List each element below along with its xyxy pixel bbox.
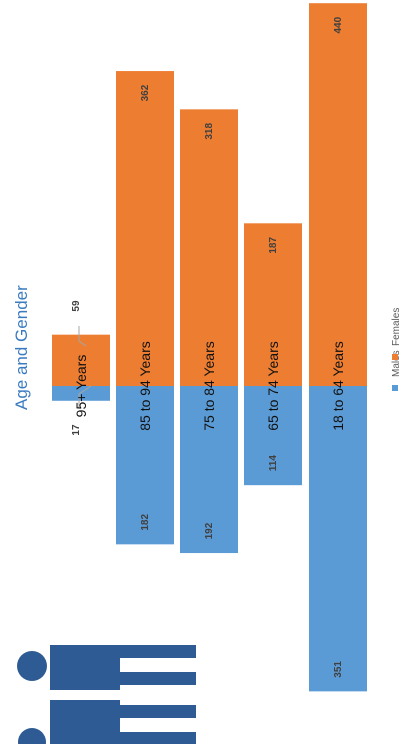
bars-layer	[52, 3, 367, 692]
bar-males-18-to-64-years	[309, 386, 367, 692]
bar-females-95-years	[52, 334, 110, 386]
value-label-females-18-to-64-years: 440	[333, 16, 344, 33]
category-label-18-to-64-years: 18 to 64 Years	[330, 341, 346, 431]
bar-males-95-years	[52, 386, 110, 401]
value-label-males-75-to-84-years: 192	[204, 522, 215, 539]
legend-label-males: Males	[391, 350, 402, 377]
category-label-75-to-84-years: 75 to 84 Years	[201, 341, 217, 431]
bar-males-85-to-94-years	[116, 386, 174, 545]
legend: Males Females	[391, 308, 402, 391]
legend-swatch-females	[392, 354, 398, 360]
labels-layer: 95+ Years 17 59 85 to 94 Years 182 362 75 to 8…	[71, 16, 346, 677]
category-label-65-to-74-years: 65 to 74 Years	[265, 341, 281, 431]
leader-lines	[78, 326, 92, 408]
people-silhouette-icon	[17, 645, 196, 744]
bar-males-75-to-84-years	[180, 386, 238, 554]
bar-females-75-to-84-years	[180, 109, 238, 386]
value-label-males-85-to-94-years: 182	[140, 514, 151, 531]
value-label-males-65-to-74-years: 114	[268, 455, 279, 472]
bar-females-85-to-94-years	[116, 71, 174, 386]
leader-line-females	[78, 326, 87, 347]
leader-line-males	[78, 385, 92, 408]
chart-title: Age and Gender	[12, 285, 31, 410]
value-label-females-65-to-74-years: 187	[268, 237, 279, 254]
bar-males-65-to-74-years	[244, 386, 302, 486]
bar-females-65-to-74-years	[244, 223, 302, 386]
value-label-females-85-to-94-years: 362	[140, 84, 151, 101]
value-label-males-95-years: 17	[71, 424, 82, 436]
legend-label-females: Females	[391, 308, 402, 346]
value-label-females-75-to-84-years: 318	[204, 123, 215, 140]
legend-swatch-males	[392, 385, 398, 391]
value-label-males-18-to-64-years: 351	[333, 661, 344, 678]
category-label-85-to-94-years: 85 to 94 Years	[137, 341, 153, 431]
bar-females-18-to-64-years	[309, 3, 367, 386]
value-label-females-95-years: 59	[71, 300, 82, 312]
category-label-95-years: 95+ Years	[73, 355, 89, 418]
